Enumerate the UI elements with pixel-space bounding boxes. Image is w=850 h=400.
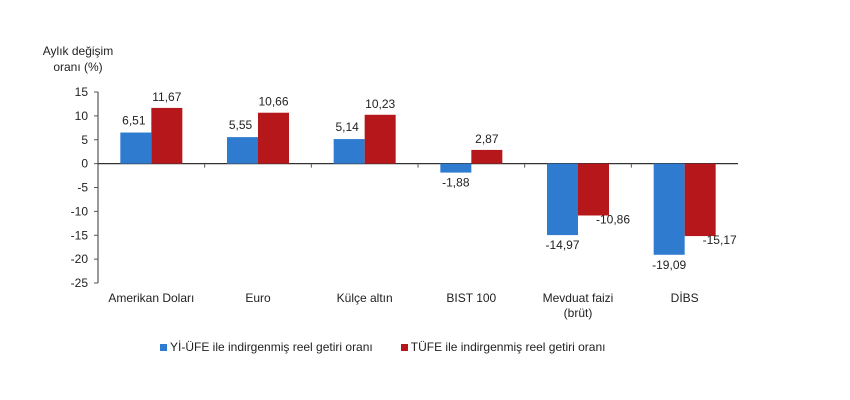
bar [471, 149, 503, 164]
y-tick-label: 5 [81, 133, 88, 147]
y-tick-label: 0 [81, 157, 88, 171]
bar [120, 132, 152, 164]
legend-label: TÜFE ile indirgenmiş reel getiri oranı [410, 340, 606, 354]
data-labels: 6,51 5,55 5,14 -1,88 -14,97 -19,09 11,67 10,66 1… [122, 90, 737, 272]
bar [547, 163, 578, 236]
legend: Yİ-ÜFE ile indirgenmiş reel getiri oranı… [160, 340, 606, 354]
y-tick-label: -25 [71, 276, 89, 290]
data-label: 5,55 [229, 118, 253, 132]
data-label: -10,86 [596, 212, 630, 226]
bar [440, 163, 472, 173]
data-label: -19,09 [652, 258, 686, 272]
bar [333, 139, 365, 164]
category-label: DİBS [671, 291, 699, 305]
y-tick-label: -5 [77, 181, 88, 195]
bar [227, 137, 258, 164]
data-label: 6,51 [122, 114, 146, 128]
y-axis-title-line: Aylık değişim [43, 44, 113, 58]
bar [151, 107, 183, 164]
legend-label: Yİ-ÜFE ile indirgenmiş reel getiri oranı [170, 340, 373, 354]
y-tick-label: 15 [75, 85, 89, 99]
legend-swatch-blue [160, 343, 167, 351]
data-label: -1,88 [442, 176, 470, 190]
y-axis: 15 10 5 0 -5 -10 -15 -20 -25 [71, 85, 99, 290]
data-label: -15,17 [703, 233, 737, 247]
legend-item-tufe: TÜFE ile indirgenmiş reel getiri oranı [400, 340, 606, 354]
bar [684, 163, 716, 237]
y-axis-title-line: oranı (%) [53, 60, 102, 74]
category-label: (brüt) [564, 306, 593, 320]
data-label: 10,23 [365, 97, 395, 111]
bar [578, 163, 609, 216]
category-label: Külçe altın [337, 291, 393, 305]
data-label: -14,97 [545, 238, 579, 252]
data-label: 5,14 [335, 120, 359, 134]
bar [258, 112, 289, 164]
data-label: 10,66 [258, 95, 288, 109]
category-label: Amerikan Doları [108, 291, 194, 305]
legend-item-yi-ufe: Yİ-ÜFE ile indirgenmiş reel getiri oranı [160, 340, 373, 354]
bar-chart: Aylık değişim oranı (%) 15 10 5 0 -5 -10 -15 -20… [43, 44, 738, 320]
category-label: BIST 100 [446, 291, 496, 305]
x-axis [98, 163, 738, 168]
legend-swatch-red [400, 343, 408, 351]
y-tick-label: 10 [75, 109, 89, 123]
bar [653, 163, 685, 255]
bars [120, 107, 716, 255]
category-label: Mevduat faizi [543, 291, 614, 305]
bar [364, 114, 396, 164]
category-label: Euro [245, 291, 271, 305]
y-tick-label: -20 [71, 252, 89, 266]
data-label: 11,67 [152, 90, 181, 104]
category-labels: Amerikan Doları Euro Külçe altın BIST 100 Me… [108, 291, 698, 320]
y-tick-label: -15 [71, 228, 89, 242]
y-axis-label: Aylık değişim oranı (%) [43, 44, 113, 74]
data-label: 2,87 [475, 132, 499, 146]
y-tick-label: -10 [71, 204, 89, 218]
